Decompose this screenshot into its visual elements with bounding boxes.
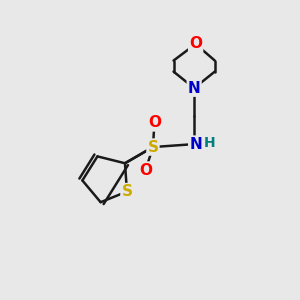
Text: S: S (122, 184, 133, 199)
Text: H: H (204, 136, 215, 150)
Text: O: O (148, 116, 161, 130)
Text: S: S (147, 140, 158, 154)
Text: O: O (189, 37, 202, 52)
Text: N: N (188, 81, 200, 96)
Text: O: O (139, 163, 152, 178)
Text: N: N (189, 136, 202, 152)
